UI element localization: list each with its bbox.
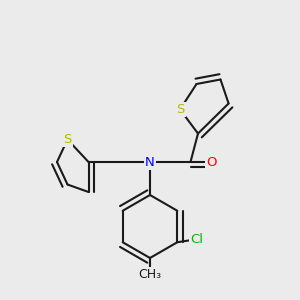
Text: S: S bbox=[176, 103, 184, 116]
Text: Cl: Cl bbox=[190, 233, 203, 246]
Text: S: S bbox=[63, 133, 72, 146]
Text: CH₃: CH₃ bbox=[138, 268, 162, 281]
Text: N: N bbox=[145, 155, 155, 169]
Text: O: O bbox=[206, 155, 217, 169]
